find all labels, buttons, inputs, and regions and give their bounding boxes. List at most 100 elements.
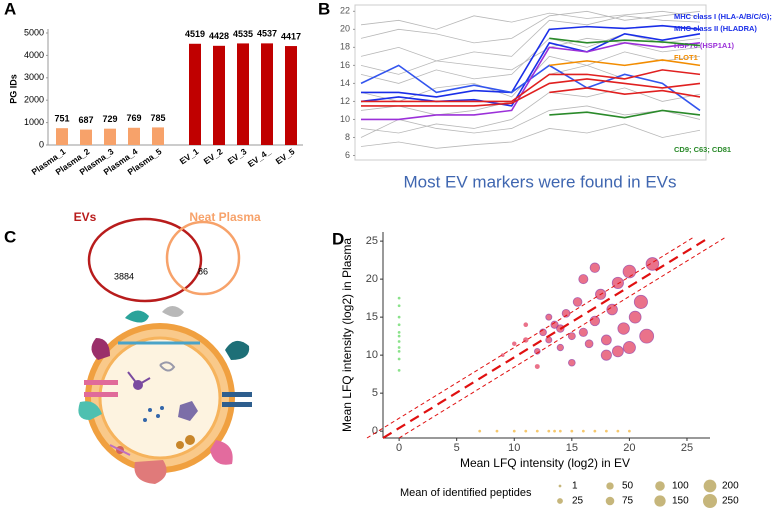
point: [611, 345, 624, 358]
size-legend-label: 150: [672, 496, 689, 507]
y-axis-label: PG IDs: [8, 74, 18, 104]
series-line: [360, 33, 701, 107]
x-tick-label: EV_1: [178, 146, 201, 166]
reference-line: [398, 236, 727, 439]
point: [397, 304, 401, 308]
point: [628, 310, 642, 324]
y-tick-label: 14: [340, 78, 350, 88]
series-label: HSP70 (HSP1A1): [674, 41, 735, 50]
point: [633, 294, 648, 309]
point: [550, 320, 559, 329]
value-label: 729: [102, 114, 117, 124]
series-line: [549, 109, 701, 119]
value-label: 687: [78, 115, 93, 125]
point: [397, 340, 401, 343]
point: [578, 274, 589, 285]
venn-set-label: Neat Plasma: [189, 210, 261, 224]
point: [584, 339, 594, 349]
point: [617, 322, 630, 335]
point: [478, 429, 482, 433]
value-label: 751: [54, 114, 69, 124]
point: [581, 429, 585, 433]
point: [600, 334, 612, 346]
value-label: 4519: [185, 29, 205, 39]
ev-illustration: [78, 306, 252, 484]
point: [397, 330, 401, 334]
size-legend-label: 1: [572, 481, 578, 492]
value-label: 4428: [209, 31, 229, 41]
size-legend-marker: [703, 479, 717, 493]
y-tick-label: 22: [340, 6, 350, 16]
x-tick-label: 0: [396, 442, 402, 454]
y-tick-label: 8: [345, 132, 350, 142]
series-line: [360, 33, 701, 84]
bar: [80, 129, 92, 145]
y-tick-label: 5000: [24, 27, 44, 37]
bar: [237, 43, 249, 145]
point: [589, 315, 601, 327]
bar: [213, 45, 225, 145]
y-tick-label: 6: [345, 150, 350, 160]
size-legend-marker: [654, 495, 666, 507]
series-line: [360, 87, 701, 134]
x-tick-label: EV_2: [202, 146, 225, 166]
value-label: 785: [150, 113, 165, 123]
value-label: 769: [126, 113, 141, 123]
series-line: [361, 42, 701, 121]
series-line: [361, 78, 701, 107]
x-tick-label: 25: [681, 442, 693, 454]
venn-set: [165, 220, 241, 296]
point: [547, 429, 551, 433]
y-tick-label: 10: [340, 114, 350, 124]
venn-set: [87, 217, 203, 303]
size-legend-marker: [557, 498, 563, 504]
venn-count: 86: [198, 266, 208, 276]
point: [495, 429, 499, 433]
size-legend-label: 75: [622, 496, 634, 507]
bar: [104, 128, 116, 145]
panel-label: B: [318, 0, 330, 18]
y-tick-label: 5: [372, 387, 378, 399]
size-legend-marker: [605, 496, 615, 506]
point: [558, 429, 562, 433]
y-tick-label: 1000: [24, 117, 44, 127]
point: [534, 364, 540, 370]
panel-label: C: [4, 227, 16, 246]
point: [622, 264, 637, 279]
series-line: [360, 123, 701, 149]
point: [628, 429, 631, 433]
size-legend-marker: [702, 493, 718, 509]
y-tick-label: 20: [340, 24, 350, 34]
y-tick-label: 10: [366, 349, 378, 361]
point: [397, 296, 401, 300]
series-label: MHC class II (HLADRA): [674, 24, 757, 33]
panel-label: D: [332, 229, 344, 248]
series-label: MHC class I (HLA-A/B/C/G);: [674, 12, 772, 21]
series-line: [360, 37, 701, 75]
venn-count: 3884: [114, 271, 134, 281]
bar: [56, 128, 68, 145]
size-legend-marker: [655, 481, 665, 491]
point: [500, 353, 505, 357]
point: [570, 429, 574, 433]
series-line: [549, 87, 701, 98]
x-tick-label: 15: [566, 442, 578, 454]
point: [568, 358, 576, 367]
point: [397, 323, 401, 327]
point: [545, 336, 553, 344]
y-tick-label: 18: [340, 42, 350, 52]
value-label: 4537: [257, 29, 277, 39]
point: [589, 262, 601, 273]
x-tick-label: EV_4_: [246, 146, 273, 169]
point: [523, 322, 529, 328]
bar: [189, 43, 201, 145]
series-line: [361, 69, 701, 103]
point: [639, 328, 655, 344]
y-tick-label: 0: [39, 139, 44, 149]
size-legend-marker: [606, 482, 614, 490]
y-tick-label: 12: [340, 96, 350, 106]
point: [397, 346, 401, 349]
y-tick-label: 25: [366, 235, 378, 247]
point: [397, 357, 401, 361]
